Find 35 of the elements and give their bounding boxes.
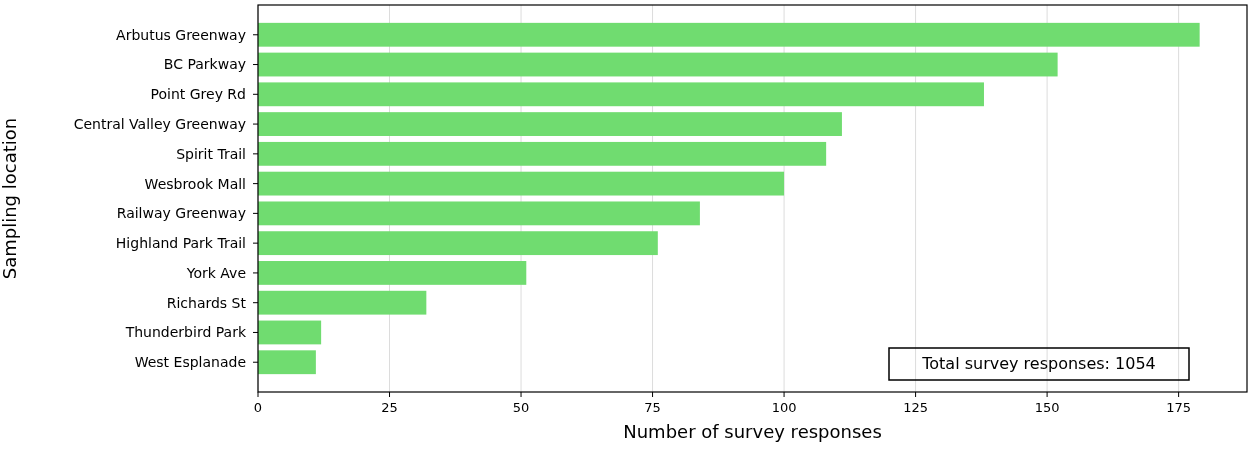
x-tick-label: 75 [644,400,661,415]
annotation: Total survey responses: 1054 [921,354,1156,373]
bar [258,320,322,345]
x-axis-title: Number of survey responses [623,421,882,442]
y-tick-label: Wesbrook Mall [144,175,246,192]
x-tick-label: 50 [512,400,530,415]
bar [258,22,1200,47]
y-tick-label: BC Parkway [163,56,246,73]
y-tick-label: Arbutus Greenway [116,26,246,43]
bar [258,82,984,107]
bar [258,52,1058,77]
bar [258,261,527,285]
x-tick-label: 25 [381,400,398,415]
bar [258,141,827,166]
x-tick-label: 125 [903,400,928,415]
y-tick-label: York Ave [185,264,246,281]
y-tick-label: Central Valley Greenway [73,115,246,132]
y-tick-label: Railway Greenway [116,205,246,222]
bar [258,201,700,226]
x-tick-label: 100 [771,400,797,415]
x-tick-label: 150 [1034,400,1060,415]
y-tick-label: Thunderbird Park [124,324,247,341]
y-tick-label: Richards St [166,294,247,311]
bar [258,231,658,256]
x-tick-label: 175 [1166,400,1192,415]
y-tick-label: West Esplanade [134,354,246,371]
y-tick-label: Spirit Trail [176,145,246,162]
bar [258,171,785,196]
x-tick-label: 0 [253,400,263,415]
y-tick-label: Highland Park Trail [115,235,246,252]
y-axis-title: Sampling location [0,117,20,280]
y-tick-label: Point Grey Rd [150,86,246,103]
bar [258,290,427,315]
bar [258,350,316,375]
bar [258,112,842,136]
